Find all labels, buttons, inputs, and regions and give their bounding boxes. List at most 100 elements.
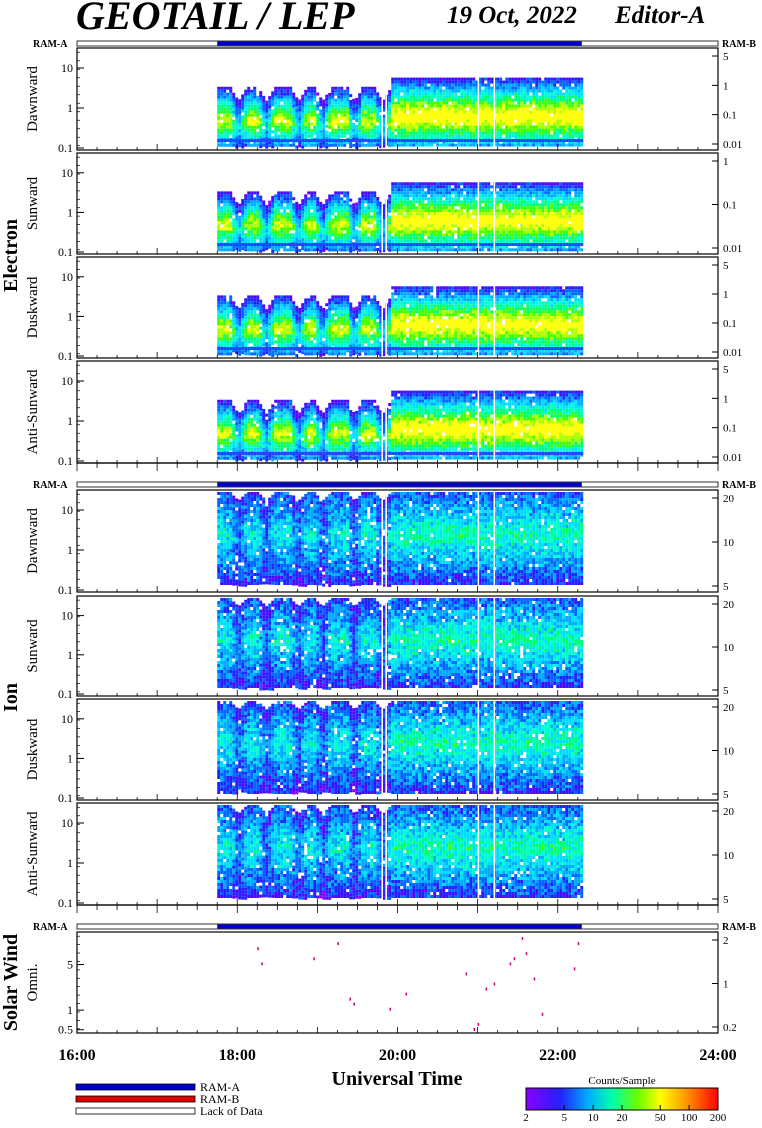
spectrogram-cell xyxy=(460,90,463,93)
spectrogram-cell xyxy=(466,111,469,114)
spectrogram-chart: RAM-A RAM-BRAM-A RAM-BRAM-A RAM-B0.1110510.… xyxy=(0,0,762,1128)
spectrogram-cell xyxy=(460,87,463,90)
spectrogram-floor-cell xyxy=(496,139,499,142)
spectrogram-cell xyxy=(241,115,244,118)
spectrogram-cell xyxy=(373,132,376,135)
spectrogram-cell xyxy=(376,104,379,107)
spectrogram-cell xyxy=(217,108,220,111)
spectrogram-cell xyxy=(439,126,442,129)
spectrogram-floor-cell xyxy=(364,139,367,142)
spectrogram-cell xyxy=(229,126,232,129)
spectrogram-cell xyxy=(406,120,409,123)
spectrogram-cell xyxy=(298,105,301,108)
spectrogram-cell xyxy=(286,117,289,120)
spectrogram-cell xyxy=(481,135,484,138)
spectrogram-cell xyxy=(301,128,304,131)
spectrogram-cell xyxy=(268,123,271,126)
spectrogram-cell xyxy=(421,105,424,108)
spectrogram-cell xyxy=(463,105,466,108)
spectrogram-cell xyxy=(466,144,469,147)
spectrogram-cell xyxy=(427,102,430,105)
spectrogram-floor-cell xyxy=(310,139,313,142)
spectrogram-cell xyxy=(421,93,424,96)
spectrogram-cell xyxy=(442,81,445,84)
spectrogram-cell xyxy=(421,96,424,99)
spectrogram-cell xyxy=(310,114,313,117)
spectrogram-cell xyxy=(280,96,283,99)
electron-ram-bar-left-label: RAM-A xyxy=(33,39,68,50)
spectrogram-cell xyxy=(217,96,220,99)
spectrogram-cell xyxy=(499,144,502,147)
spectrogram-cell xyxy=(484,129,487,132)
spectrogram-cell xyxy=(391,126,394,129)
spectrogram-cell xyxy=(451,99,454,102)
spectrogram-cell xyxy=(262,132,265,135)
spectrogram-cell xyxy=(304,99,307,102)
spectrogram-cell xyxy=(232,111,235,114)
spectrogram-floor-cell xyxy=(406,139,409,142)
spectrogram-cell xyxy=(295,97,298,100)
spectrogram-cell xyxy=(397,132,400,135)
spectrogram-cell xyxy=(457,90,460,93)
spectrogram-cell xyxy=(352,111,355,114)
spectrogram-cell xyxy=(280,144,283,147)
spectrogram-cell xyxy=(355,104,358,107)
spectrogram-cell xyxy=(289,120,292,123)
spectrogram-cell xyxy=(244,93,247,96)
spectrogram-cell xyxy=(487,105,490,108)
spectrogram-cell xyxy=(244,123,247,126)
spectrogram-cell xyxy=(331,114,334,117)
spectrogram-cell xyxy=(469,78,472,81)
spectrogram-floor-cell xyxy=(457,139,460,142)
spectrogram-cell xyxy=(424,90,427,93)
spectrogram-cell xyxy=(349,133,352,136)
spectrogram-cell xyxy=(325,104,328,107)
spectrogram-cell xyxy=(340,123,343,126)
spectrogram-cell xyxy=(472,135,475,138)
spectrogram-cell xyxy=(232,129,235,132)
spectrogram-cell xyxy=(244,96,247,99)
spectrogram-cell xyxy=(292,108,295,111)
spectrogram-cell xyxy=(469,144,472,147)
spectrogram-cell xyxy=(304,108,307,111)
spectrogram-cell xyxy=(235,110,238,113)
spectrogram-cell xyxy=(424,87,427,90)
spectrogram-cell xyxy=(439,87,442,90)
spectrogram-cell xyxy=(469,84,472,87)
spectrogram-cell xyxy=(223,114,226,117)
spectrogram-cell xyxy=(361,90,364,93)
spectrogram-cell xyxy=(433,123,436,126)
spectrogram-cell xyxy=(283,114,286,117)
spectrogram-cell xyxy=(436,120,439,123)
spectrogram-cell xyxy=(283,93,286,96)
spectrogram-cell xyxy=(388,93,391,96)
spectrogram-cell xyxy=(370,123,373,126)
spectrogram-cell xyxy=(316,132,319,135)
spectrogram-cell xyxy=(259,130,262,133)
spectrogram-cell xyxy=(436,144,439,147)
spectrogram-cell xyxy=(232,108,235,111)
spectrogram-cell xyxy=(310,144,313,147)
spectrogram-cell xyxy=(268,96,271,99)
spectrogram-cell xyxy=(394,111,397,114)
spectrogram-cell xyxy=(220,129,223,132)
spectrogram-cell xyxy=(463,135,466,138)
spectrogram-cell xyxy=(373,129,376,132)
spectrogram-cell xyxy=(403,126,406,129)
spectrogram-cell xyxy=(247,123,250,126)
spectrogram-cell xyxy=(307,99,310,102)
spectrogram-floor-cell xyxy=(448,139,451,142)
spectrogram-cell xyxy=(487,144,490,147)
spectrogram-cell xyxy=(391,102,394,105)
spectrogram-cell xyxy=(442,102,445,105)
spectrogram-cell xyxy=(292,93,295,96)
spectrogram-cell xyxy=(280,117,283,120)
spectrogram-cell xyxy=(469,135,472,138)
spectrogram-cell xyxy=(412,135,415,138)
spectrogram-cell xyxy=(445,93,448,96)
spectrogram-cell xyxy=(418,126,421,129)
spectrogram-cell xyxy=(340,129,343,132)
spectrogram-cell xyxy=(322,132,325,135)
spectrogram-cell xyxy=(436,117,439,120)
spectrogram-cell xyxy=(334,87,337,90)
